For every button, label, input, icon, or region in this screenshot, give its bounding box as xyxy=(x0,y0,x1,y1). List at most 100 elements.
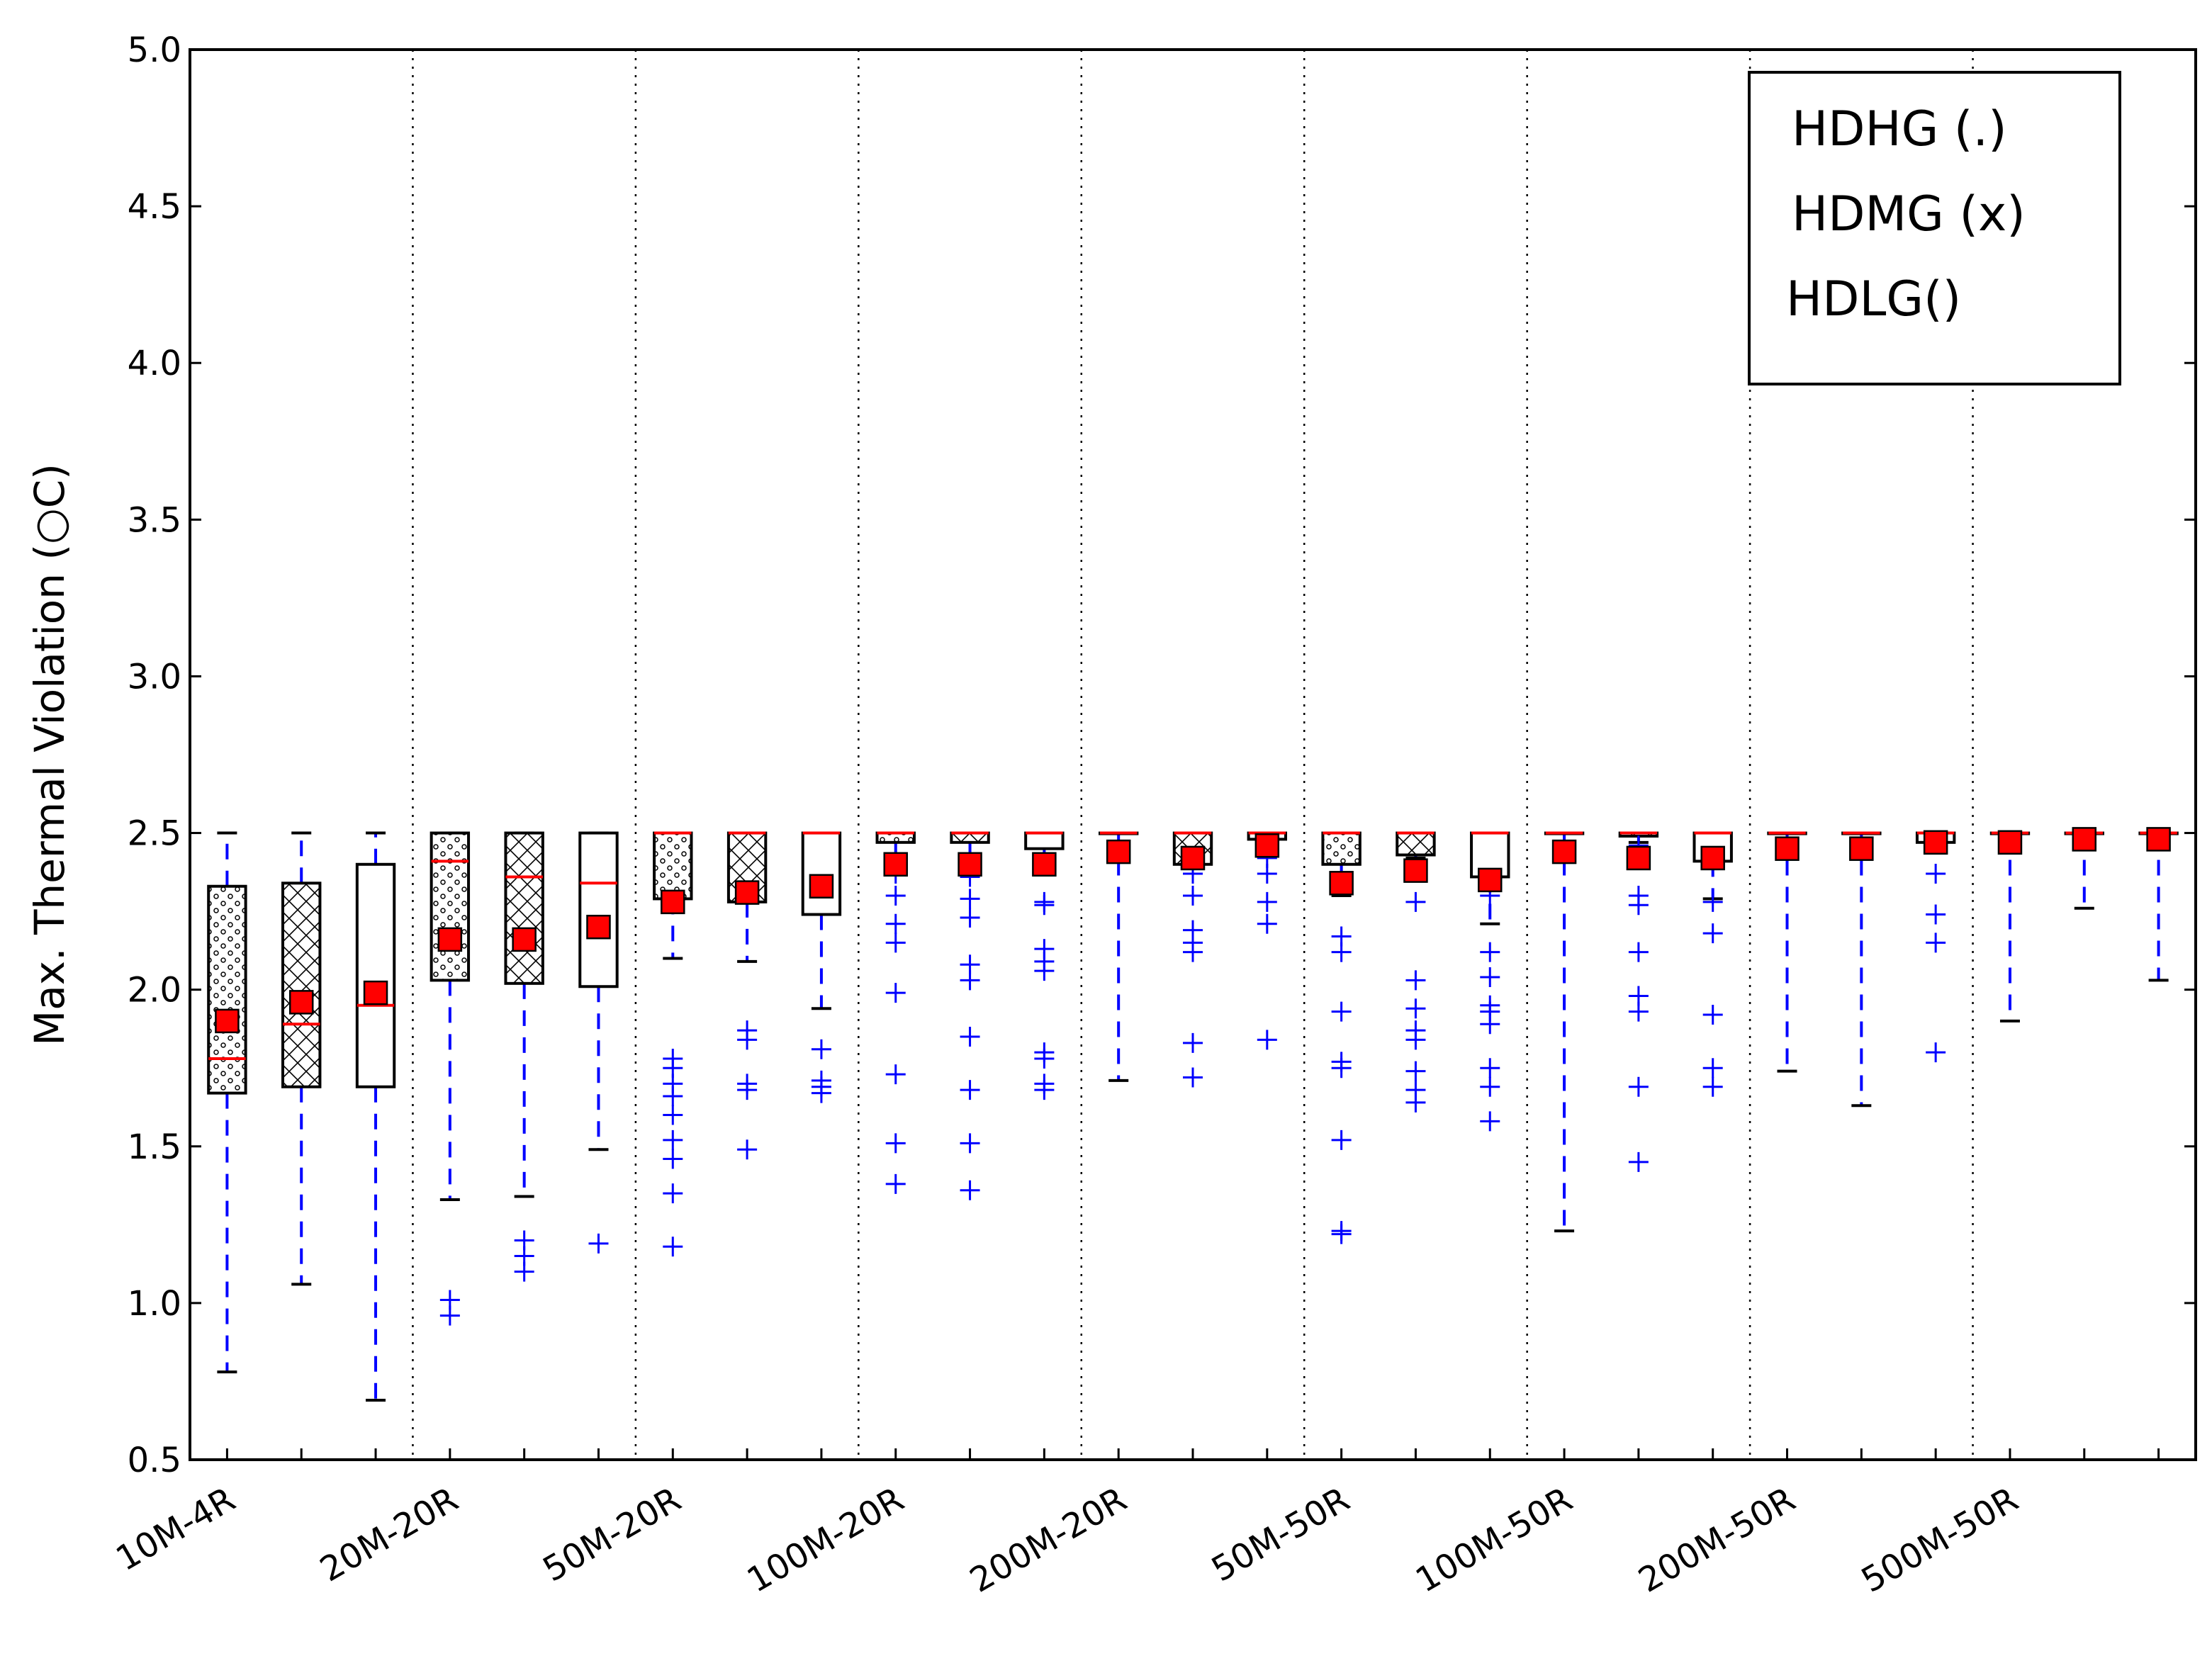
outlier-marker xyxy=(811,1083,831,1103)
box-group xyxy=(950,831,990,1200)
outlier-marker xyxy=(1480,1058,1500,1078)
box-group xyxy=(1024,831,1065,1100)
outlier-marker xyxy=(1257,913,1277,934)
outlier-marker xyxy=(960,970,980,991)
x-tick-label: 200M-50R xyxy=(1632,1480,1802,1601)
outlier-marker xyxy=(737,1030,758,1050)
outlier-marker xyxy=(1183,1067,1203,1088)
outlier-marker xyxy=(1034,961,1055,981)
y-tick-label: 1.5 xyxy=(128,1127,181,1167)
box-group xyxy=(1396,831,1436,1113)
box xyxy=(355,862,396,1088)
outlier-marker xyxy=(1702,1005,1723,1025)
outlier-marker xyxy=(1405,970,1426,991)
outlier-marker xyxy=(1257,864,1277,884)
mean-marker xyxy=(1329,871,1354,896)
mean-marker xyxy=(215,1008,240,1034)
outlier-marker xyxy=(1480,1111,1500,1132)
mean-marker xyxy=(1180,845,1206,871)
outlier-marker xyxy=(1183,886,1203,906)
x-tick-label: 100M-20R xyxy=(741,1480,911,1601)
mean-marker xyxy=(512,927,537,952)
box-group xyxy=(1247,831,1288,1050)
outlier-marker xyxy=(737,1139,758,1160)
box-group xyxy=(1172,831,1213,1088)
mean-marker xyxy=(1551,839,1577,864)
outlier-marker xyxy=(588,1233,609,1254)
outlier-marker xyxy=(1628,942,1649,962)
outlier-marker xyxy=(1257,1030,1277,1050)
outlier-marker xyxy=(1480,1076,1500,1097)
outlier-marker xyxy=(663,1130,683,1150)
outlier-marker xyxy=(1034,895,1055,916)
x-tick-label: 500M-50R xyxy=(1855,1480,2025,1601)
box-group xyxy=(578,831,619,1254)
mean-marker xyxy=(363,980,388,1006)
legend-box xyxy=(1748,71,2121,385)
box xyxy=(430,831,471,982)
outlier-marker xyxy=(1926,864,1946,884)
outlier-marker xyxy=(885,913,906,934)
box xyxy=(504,831,544,985)
outlier-marker xyxy=(885,1064,906,1085)
outlier-marker xyxy=(1480,967,1500,987)
legend: HDHG (.) HDMG (x) HDLG() xyxy=(1748,71,2121,385)
mean-marker xyxy=(809,874,834,899)
mean-marker xyxy=(734,880,760,905)
outlier-marker xyxy=(737,1080,758,1100)
outlier-marker xyxy=(1331,1058,1352,1078)
box-group xyxy=(1841,831,1882,1108)
outlier-marker xyxy=(1405,1061,1426,1081)
outlier-marker xyxy=(1405,1030,1426,1050)
box xyxy=(207,884,247,1095)
outlier-marker xyxy=(514,1261,534,1282)
outlier-marker xyxy=(1331,942,1352,962)
outlier-marker xyxy=(1331,1224,1352,1244)
box-group xyxy=(653,831,693,1257)
x-tick-label: 20M-20R xyxy=(313,1480,465,1590)
outlier-marker xyxy=(1628,1076,1649,1097)
x-tick-label: 50M-20R xyxy=(537,1480,688,1590)
y-axis-label: Max. Thermal Violation (○C) xyxy=(26,463,74,1046)
legend-entry-hdhg: HDHG (.) xyxy=(1792,101,2007,157)
mean-marker xyxy=(288,990,314,1015)
outlier-marker xyxy=(885,983,906,1003)
x-tick-label: 10M-4R xyxy=(109,1480,242,1579)
box-group xyxy=(2064,827,2104,910)
mean-marker xyxy=(586,914,611,940)
mean-marker xyxy=(1997,830,2023,855)
outlier-marker xyxy=(1628,895,1649,916)
box xyxy=(281,881,322,1088)
mean-marker xyxy=(1106,839,1131,864)
y-tick-label: 3.5 xyxy=(128,500,181,540)
outlier-marker xyxy=(1628,1151,1649,1172)
box-group xyxy=(1989,830,2031,1023)
box-group xyxy=(504,831,544,1282)
box xyxy=(1396,831,1436,857)
outlier-marker xyxy=(1405,1092,1426,1113)
outlier-marker xyxy=(1034,1048,1055,1069)
outlier-marker xyxy=(1331,1130,1352,1150)
outlier-marker xyxy=(811,1039,831,1059)
box-group xyxy=(801,831,842,1103)
box-group xyxy=(726,831,768,1160)
outlier-marker xyxy=(1628,1001,1649,1022)
mean-marker xyxy=(1849,836,1874,861)
box xyxy=(1321,831,1362,866)
x-tick-label: 50M-50R xyxy=(1205,1480,1357,1590)
box-plots xyxy=(207,827,2179,1402)
mean-marker xyxy=(2146,827,2171,852)
box xyxy=(1024,831,1065,850)
mean-marker xyxy=(437,927,463,952)
outlier-marker xyxy=(1926,933,1946,953)
outlier-marker xyxy=(960,1027,980,1047)
outlier-marker xyxy=(439,1305,460,1326)
mean-marker xyxy=(1032,852,1057,877)
outlier-marker xyxy=(885,1133,906,1154)
mean-marker xyxy=(2072,827,2097,852)
outlier-marker xyxy=(663,1086,683,1107)
y-tick-label: 2.0 xyxy=(128,971,181,1010)
outlier-marker xyxy=(1702,891,1723,912)
box-group xyxy=(281,831,322,1286)
